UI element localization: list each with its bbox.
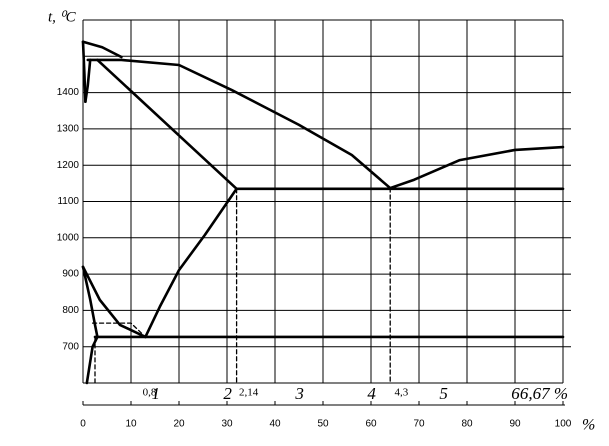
x2-tick-label: 2 xyxy=(223,384,232,403)
x-tick-label: 60 xyxy=(365,419,377,430)
phase-boundary xyxy=(144,187,238,339)
x-tick-label: 30 xyxy=(221,419,233,430)
y-tick-label: 1100 xyxy=(57,196,79,207)
x2-tick-label: 5 xyxy=(439,384,448,403)
phase-boundary xyxy=(81,40,123,59)
x-tick-label: 0 xyxy=(80,419,86,430)
phase-boundary xyxy=(388,145,565,190)
x2-tick-label: 3 xyxy=(294,384,304,403)
phase-boundary xyxy=(84,58,92,103)
x2-tick-label: 6 xyxy=(511,384,520,403)
phase-boundary xyxy=(96,58,238,191)
y-tick-label: 1300 xyxy=(57,124,80,135)
phase-boundary xyxy=(85,335,99,385)
phase-boundary xyxy=(81,265,99,339)
y-axis-label: t, ⁰C xyxy=(48,9,77,25)
x-axis-label: % xyxy=(582,417,595,434)
y-tick-label: 900 xyxy=(62,269,79,280)
x2-tick-label: 1 xyxy=(151,384,160,403)
dashed-boundary xyxy=(91,322,147,338)
x-tick-label: 20 xyxy=(173,419,185,430)
y-tick-label: 700 xyxy=(62,341,79,352)
y-tick-label: 1200 xyxy=(57,160,80,171)
x2-tick-label: 2,14 xyxy=(239,387,259,399)
x-tick-label: 40 xyxy=(269,419,281,430)
y-tick-label: 1000 xyxy=(57,232,80,243)
y-tick-label: 800 xyxy=(62,305,79,316)
phase-boundary xyxy=(86,58,392,190)
x-tick-label: 90 xyxy=(509,419,521,430)
phase-boundary xyxy=(81,265,147,339)
x-tick-label: 80 xyxy=(461,419,473,430)
x2-tick-label: 4 xyxy=(367,384,376,403)
phase-boundary xyxy=(81,40,87,103)
x2-tick-label: 0,8 xyxy=(143,387,157,399)
x-tick-label: 100 xyxy=(555,419,572,430)
x-tick-label: 10 xyxy=(125,419,137,430)
x-tick-label: 70 xyxy=(413,419,425,430)
x-tick-label: 50 xyxy=(317,419,329,430)
x2-tick-label: 6,67 % xyxy=(520,384,568,403)
x2-tick-label: 4,3 xyxy=(394,387,408,399)
y-tick-label: 1400 xyxy=(57,87,80,98)
